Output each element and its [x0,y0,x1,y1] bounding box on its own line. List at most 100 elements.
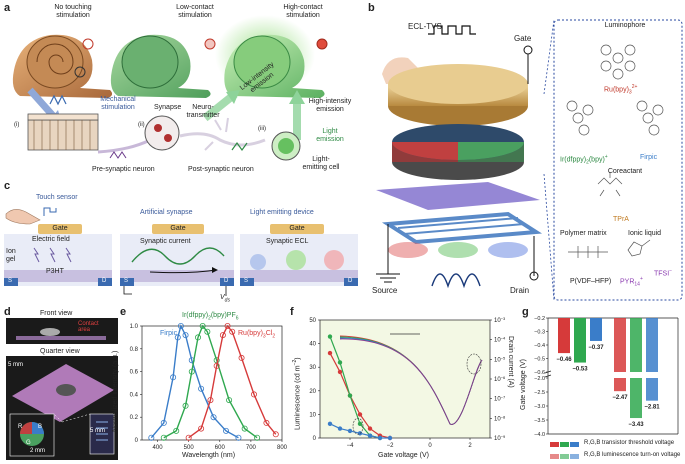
label-gate-3: Gate [289,225,305,232]
f-ytick-label: 40 [309,342,316,348]
f-point [347,393,353,398]
e-legend-ru: Ru(bpy)3Cl2 [238,330,276,340]
e-ytick-label: 1.0 [130,324,139,330]
g-ytick-label: −3.0 [534,404,545,410]
label-light-cell: Light- emitting cell [302,156,340,171]
e-point [219,332,226,339]
label-d-1: D [102,278,107,284]
e-xtick-label: 600 [215,445,226,451]
f-y2tick-label: 10−9 [494,434,506,442]
f-ytick-label: 10 [309,412,316,418]
label-quarter-view: Quarter view [40,348,80,355]
label-firpic-b: Firpic [640,154,658,161]
label-scale-1: 5 mm [8,362,23,368]
label-ecl-tvs: ECL-TVS [408,22,442,31]
g-bar-threshold [574,318,586,363]
label-led: Light emitting device [250,209,314,216]
e-xtick-label: 800 [277,445,288,451]
label-contact-area: Contact area [78,321,99,333]
label-synapse: Synapse [154,104,182,111]
snail-low-contact [110,34,211,98]
e-point [223,427,230,434]
g-bar-turnon [646,378,658,401]
g-bar-label: −0.53 [572,367,588,373]
e-series-line [150,324,239,439]
f-point [327,334,333,339]
label-rgb-g: G [26,440,31,446]
e-point [272,431,279,438]
e-ytick-label: 0.4 [130,392,139,398]
e-ytick-label: 0.6 [130,370,139,376]
g-bar-label: −0.46 [556,357,572,363]
f-point [367,426,373,431]
e-point [210,414,217,421]
f-circle-marker [466,353,482,375]
label-roman-iii: (iii) [258,126,266,132]
f-ytick-label: 20 [309,389,316,395]
f-point [327,421,333,427]
label-source: Source [372,286,398,295]
label-tfsi: TFSI− [654,268,673,278]
e-point [182,402,189,409]
label-no-touch: No touching stimulation [54,4,92,19]
e-point [174,334,181,341]
label-p3ht: P3HT [46,268,64,275]
g-bar-turnon-top [630,318,642,372]
e-point [160,434,167,441]
e-xtick-label: 500 [184,445,195,451]
g-bar-label: −0.37 [588,345,604,351]
label-low-contact: Low-contact stimulation [176,4,214,19]
label-roman-ii: (ii) [138,122,145,128]
e-point [238,354,245,361]
label-coreactant: Coreactant [607,168,643,175]
e-point [226,397,233,404]
label-polymer: Polymer matrix [560,230,607,237]
e-xtick-label: 700 [246,445,257,451]
g-bar-label: −3.43 [628,422,644,428]
label-touch-sensor: Touch sensor [36,194,78,201]
label-drain: Drain [510,286,530,295]
f-ytick-label: 0 [313,436,317,442]
e-point [213,362,220,369]
g-bar-turnon [630,378,642,419]
label-gate-b: Gate [514,34,532,43]
e-point [224,322,231,329]
label-rgb-r: R [18,424,23,430]
label-pvdf: P(VDF–HFP) [570,278,612,285]
g-legend-swatch [550,454,559,459]
e-point [229,328,236,335]
f-y2tick-label: 10−3 [494,316,506,324]
g-legend-swatch [570,454,579,459]
g-bar-turnon [614,378,626,392]
label-s-2: S [124,278,129,284]
f-point [377,435,383,441]
e-series-line [188,324,277,439]
e-point [235,434,242,441]
e-legend-ir: Ir(dfppy)2(bpy)PF6 [182,312,239,322]
label-gate-2: Gate [170,225,186,232]
label-front-view: Front view [40,310,73,317]
label-rgb-b: B [38,424,43,430]
label-luminophore: Luminophore [604,22,646,29]
g-legend-swatch [560,454,569,459]
chart-g: −0.2 −0.3 −0.4 −0.5 −0.6−2.0 −2.5 −3.0 −3.5 −4.0… [534,316,679,459]
g-ytick-label: −3.5 [534,418,545,424]
g-ytick-label: −0.4 [534,343,545,349]
label-d-3: D [348,278,353,284]
f-xtick-label: 2 [468,443,472,449]
f-frame [319,319,491,439]
g-ytick-label: −0.3 [534,330,545,336]
label-neurotransmitter: Neuro- transmitter [186,104,220,119]
label-high-contact: High-contact stimulation [283,4,323,19]
f-xtick-label: −4 [347,443,355,449]
g-ylabel: Gate voltage (V) [520,359,527,410]
g-ytick-label: −2.0 [534,376,545,382]
e-point [177,322,184,329]
label-high-emission: High-intensity emission [308,98,352,113]
label-tpra: TPrA [613,216,629,223]
g-ytick-label: −0.6 [534,370,545,376]
label-roman-i: (i) [14,122,20,128]
f-circle-marker [352,417,364,435]
label-scale-2: 2 mm [30,448,45,454]
